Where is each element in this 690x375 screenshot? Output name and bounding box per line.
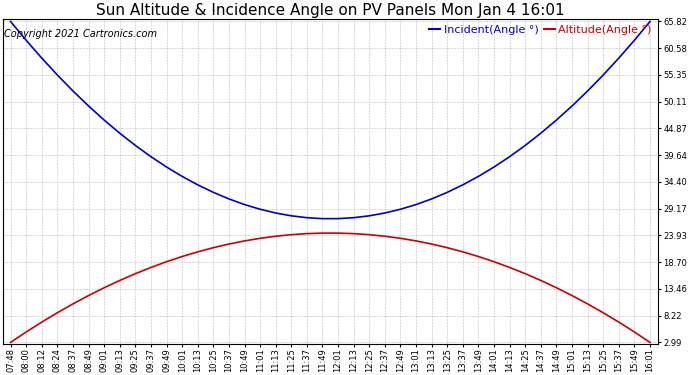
Text: Copyright 2021 Cartronics.com: Copyright 2021 Cartronics.com: [4, 29, 157, 39]
Title: Sun Altitude & Incidence Angle on PV Panels Mon Jan 4 16:01: Sun Altitude & Incidence Angle on PV Pan…: [96, 3, 564, 18]
Legend: Incident(Angle °), Altitude(Angle °): Incident(Angle °), Altitude(Angle °): [424, 21, 656, 39]
